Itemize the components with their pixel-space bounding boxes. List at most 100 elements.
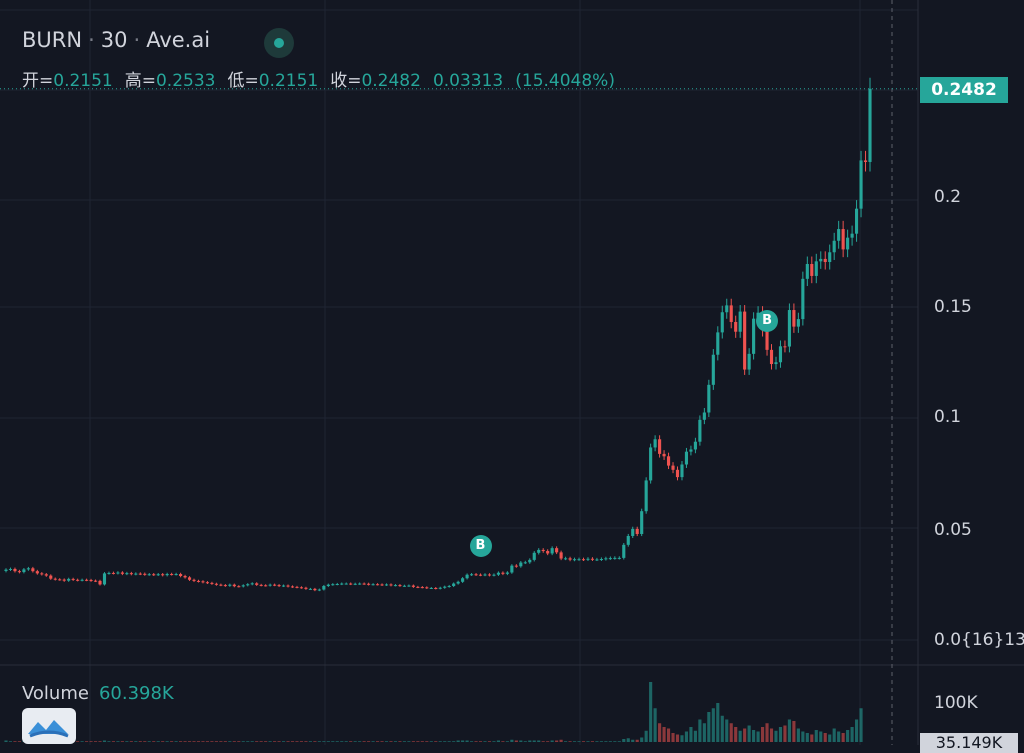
candle-body	[384, 584, 389, 586]
candle-body	[796, 319, 800, 327]
candle-body	[653, 439, 657, 448]
volume-bar	[693, 730, 697, 742]
candle-body	[326, 584, 330, 586]
volume-bar	[344, 741, 348, 742]
volume-bar	[590, 741, 595, 742]
volume-bar	[411, 741, 415, 742]
separator: ·	[133, 28, 141, 52]
candle-body	[40, 573, 44, 575]
candle-body	[590, 558, 595, 560]
volume-bar	[165, 741, 169, 742]
candle-body	[859, 160, 863, 209]
volume-bar	[801, 731, 805, 742]
candle-body	[747, 353, 751, 370]
high-value: 0.2533	[155, 71, 216, 91]
candle-body	[850, 233, 854, 238]
price-tick: 0.1	[934, 407, 962, 427]
volume-bar	[447, 741, 451, 742]
candle-body	[35, 571, 39, 574]
candle-body	[720, 312, 724, 333]
volume-bar	[622, 739, 626, 742]
volume-bar	[846, 730, 850, 742]
volume-bar	[340, 741, 344, 742]
status-dot-icon[interactable]	[264, 28, 294, 58]
volume-bar	[219, 741, 223, 742]
volume-bar	[519, 740, 523, 742]
volume-bar	[335, 741, 339, 742]
candle-body	[572, 559, 577, 561]
candle-body	[801, 278, 805, 320]
volume-bar	[774, 730, 778, 742]
candle-body	[389, 584, 393, 586]
candle-body	[420, 587, 424, 589]
volume-bar	[604, 741, 608, 742]
candle-body	[192, 579, 196, 581]
candle-body	[353, 583, 357, 585]
candle-body	[519, 562, 523, 567]
candle-body	[546, 551, 550, 554]
volume-bar	[416, 741, 420, 742]
candle-body	[456, 581, 460, 584]
candle-body	[4, 569, 8, 571]
candle-body	[689, 449, 693, 452]
candle-body	[434, 587, 438, 589]
volume-bar	[313, 741, 317, 742]
volume-bar	[17, 741, 21, 742]
candle-body	[170, 574, 174, 576]
candle-body	[675, 469, 680, 478]
volume-bar	[308, 741, 312, 742]
volume-bar	[393, 741, 398, 742]
volume-bar	[720, 715, 724, 742]
buy-marker[interactable]: B	[756, 309, 779, 332]
candle-body	[335, 584, 339, 586]
candle-body	[855, 208, 859, 234]
candle-body	[174, 574, 178, 576]
volume-bar	[290, 741, 295, 742]
candle-body	[863, 160, 868, 162]
volume-bar	[264, 741, 268, 742]
candle-body	[67, 578, 71, 581]
candle-body	[532, 552, 536, 560]
volume-bar	[805, 733, 809, 742]
volume-bar	[487, 741, 492, 742]
volume-bar	[514, 740, 518, 742]
ave-logo-icon	[22, 708, 76, 744]
buy-marker[interactable]: B	[469, 534, 492, 557]
low-label: 低=	[227, 71, 259, 91]
volume-bar	[322, 741, 326, 742]
candle-body	[662, 453, 666, 457]
candle-body	[143, 573, 147, 575]
volume-bar	[483, 741, 487, 742]
volume-bar	[143, 741, 147, 742]
candle-body	[443, 586, 447, 588]
candle-body	[765, 330, 769, 350]
candle-body	[250, 583, 254, 585]
volume-bar	[474, 741, 478, 742]
candle-body	[738, 311, 742, 332]
candle-body	[595, 559, 599, 561]
volume-bar	[452, 741, 456, 742]
candle-body	[586, 558, 590, 560]
volume-bar	[599, 741, 603, 742]
candle-body	[17, 571, 21, 573]
volume-bar	[644, 730, 648, 742]
interval-label[interactable]: 30	[100, 28, 128, 52]
candle-body	[161, 574, 165, 576]
candle-body	[635, 528, 639, 534]
candle-body	[349, 583, 353, 585]
candle-body	[528, 559, 532, 563]
volume-bar	[501, 741, 505, 742]
volume-bar	[850, 727, 854, 742]
candle-body	[523, 562, 527, 564]
volume-bar	[537, 740, 541, 742]
candle-body	[537, 549, 541, 553]
volume-bar	[496, 740, 501, 742]
candle-body	[44, 574, 48, 576]
volume-bar	[398, 741, 402, 742]
candle-body	[581, 559, 586, 561]
candle-body	[828, 252, 832, 263]
volume-bar	[125, 741, 129, 742]
volume-bar	[232, 741, 236, 742]
volume-bar	[577, 741, 581, 742]
